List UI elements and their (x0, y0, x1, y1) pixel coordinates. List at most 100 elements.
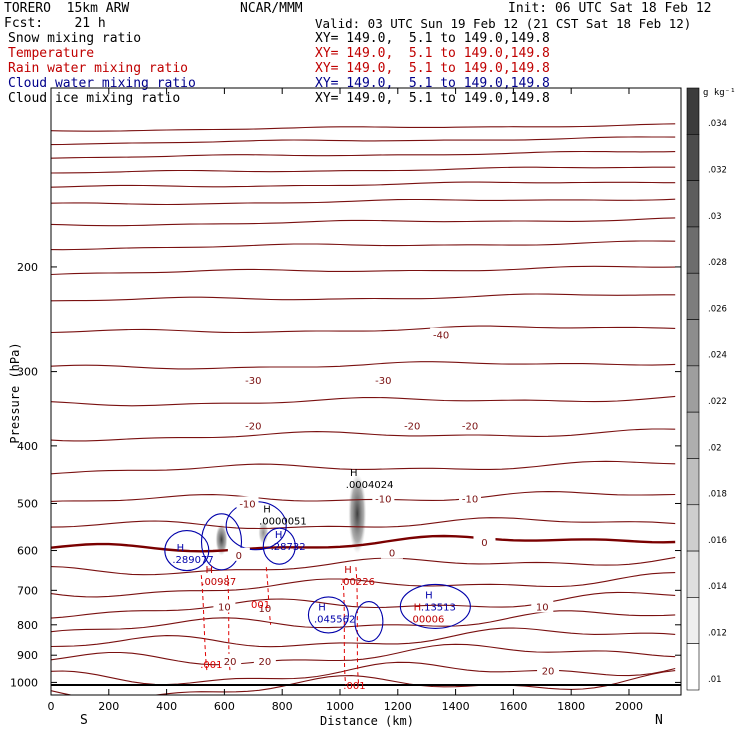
isotherm-line (51, 627, 676, 648)
isotherm-line (51, 181, 676, 188)
colorbar-label: .024 (708, 351, 727, 361)
x-tick-label: 1400 (442, 700, 470, 713)
isotherm-label-bg (213, 599, 236, 613)
isotherm-line (51, 217, 676, 227)
isotherm-label: -30 (245, 376, 261, 387)
isotherm-label-bg (219, 653, 242, 667)
isotherm-label: 0 (389, 549, 395, 560)
legend-label-snow: Snow mixing ratio (8, 31, 142, 46)
colorbar-swatch (686, 180, 700, 228)
isotherm-line (51, 556, 676, 576)
isotherm-label: 10 (258, 604, 271, 615)
rain-contour (200, 575, 208, 672)
maximum-value: .13513 (421, 603, 456, 614)
colorbar-swatch (686, 597, 700, 644)
colorbar-label: .03 (708, 212, 722, 222)
y-tick-label: 700 (17, 584, 38, 597)
snow-shading (348, 473, 367, 554)
colorbar-swatch (686, 458, 700, 506)
isotherm-line (51, 460, 676, 475)
maximum-value: .28732 (271, 542, 306, 553)
colorbar-unit: g kg⁻¹ (703, 88, 736, 98)
colorbar-label: .014 (708, 582, 727, 592)
cloud-water-contour (200, 513, 243, 571)
rain-contour (355, 567, 360, 686)
colorbar-swatch (686, 550, 700, 598)
colorbar-swatch (686, 319, 700, 367)
isotherm-label: -10 (462, 494, 478, 505)
x-tick-label: 800 (272, 700, 293, 713)
y-axis-label: Pressure (hPa) (8, 342, 22, 444)
colorbar-swatch (686, 87, 700, 135)
cloud-water-contour (354, 601, 384, 643)
maximum-marker: H (425, 591, 433, 602)
isotherm-label: -20 (462, 422, 478, 433)
plot-frame (50, 87, 682, 696)
init-time: Init: 06 UTC Sat 18 Feb 12 (508, 1, 712, 16)
valid-time: Valid: 03 UTC Sun 19 Feb 12 (21 CST Sat … (315, 16, 692, 31)
colorbar-swatch (686, 134, 700, 181)
isotherm-line (51, 491, 676, 502)
cloud-water-contour (262, 527, 296, 565)
isotherm-label: 20 (542, 667, 555, 678)
isotherm-line (51, 325, 676, 334)
maximum-marker: H (414, 603, 422, 614)
x-tick-label: 200 (98, 700, 119, 713)
rain-label: 001 (251, 600, 270, 611)
isotherm-line (51, 643, 676, 666)
x-tick-label: 1600 (499, 700, 527, 713)
maximum-marker: H (350, 468, 358, 479)
snow-shading (215, 523, 228, 556)
isotherm-label-bg (242, 418, 265, 432)
legend-xy-temperature: XY= 149.0, 5.1 to 149.0,149.8 (315, 46, 550, 61)
isotherm-label: 0 (481, 538, 487, 549)
isotherm-label: -20 (245, 422, 261, 433)
y-tick-label: 400 (17, 440, 38, 453)
colorbar-label: .022 (708, 397, 727, 407)
maximum-marker: H (206, 565, 214, 576)
colorbar-swatch (686, 272, 700, 320)
rain-contour (342, 578, 347, 686)
x-tick-label: 400 (156, 700, 177, 713)
maximum-value: .00226 (340, 577, 375, 588)
colorbar-swatch (686, 226, 700, 274)
isotherm-line (51, 166, 676, 174)
model-title: TORERO 15km ARW (4, 1, 130, 16)
legend-xy-cloud-ice: XY= 149.0, 5.1 to 149.0,149.8 (315, 91, 550, 106)
isotherm-label: 20 (258, 657, 271, 668)
y-tick-label: 600 (17, 545, 38, 558)
isotherm-label: -10 (375, 494, 391, 505)
colorbar-label: .028 (708, 258, 727, 268)
legend-label-temperature: Temperature (8, 46, 95, 61)
x-tick-label: 1800 (557, 700, 585, 713)
isotherm-line (51, 150, 676, 159)
isotherm-label: 10 (536, 602, 549, 613)
isotherm-line (51, 293, 676, 302)
maximum-value: .289077 (172, 555, 213, 566)
isotherm-line (51, 136, 676, 146)
maximum-value: .045562 (314, 615, 355, 626)
x-tick-label: 2000 (615, 700, 643, 713)
isotherm-label-bg (242, 373, 265, 387)
isotherm-label-bg (401, 418, 424, 432)
zero-isotherm (51, 534, 676, 553)
cloud-water-contour (399, 583, 471, 629)
isotherm-label-bg (531, 599, 554, 613)
isotherm-label-bg (227, 547, 250, 561)
legend-label-rain: Rain water mixing ratio (8, 61, 189, 76)
maximum-marker: H (177, 543, 185, 554)
colorbar-label: .01 (708, 675, 722, 685)
maximum-value: .00987 (201, 577, 236, 588)
isotherm-label-bg (430, 327, 453, 341)
maximum-marker: H (275, 530, 283, 541)
maximum-marker: H (263, 505, 271, 516)
legend-label-cloud-ice: Cloud ice mixing ratio (8, 91, 181, 106)
isotherm-label: -10 (239, 499, 255, 510)
isotherm-line (51, 610, 676, 633)
maximum-value: .00006 (409, 615, 444, 626)
cloud-water-contour (164, 529, 210, 572)
legend-xy-rain: XY= 149.0, 5.1 to 149.0,149.8 (315, 61, 550, 76)
colorbar-label: .026 (708, 304, 727, 314)
isotherm-label: -30 (375, 376, 391, 387)
isotherm-line (51, 361, 676, 370)
